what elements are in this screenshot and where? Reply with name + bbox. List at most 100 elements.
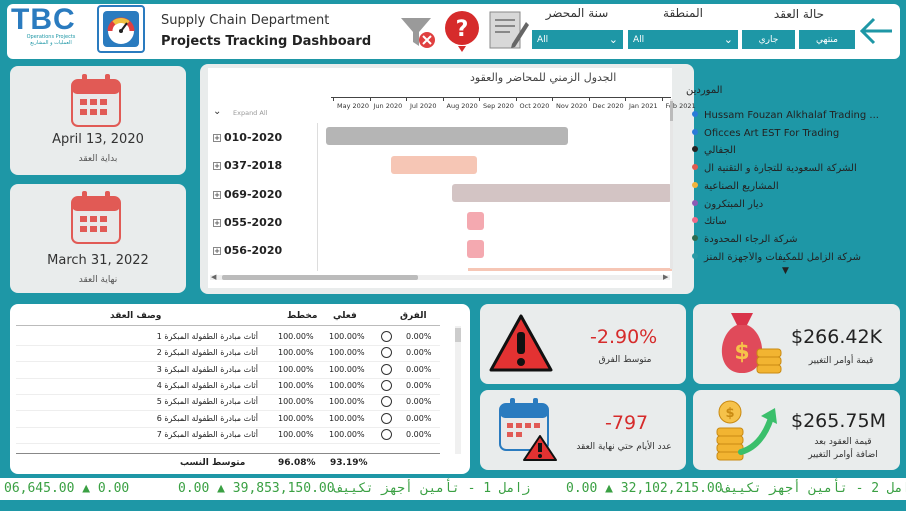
legend-item[interactable]: شركة الزامل للمكيفات والأجهزة المنز (692, 252, 886, 263)
ticker-item: زامل 1 - تأمين أجهز تكييف39,853,150.00 ▲… (178, 481, 531, 496)
col-header-desc[interactable]: وصف العقد (110, 311, 162, 321)
month-tick (588, 97, 590, 101)
cell-actual: 100.00% (329, 413, 365, 423)
legend-item[interactable]: الشركة السعودية للتجارة و التقنية ال (692, 163, 886, 174)
legend-label: Oficces Art EST For Trading (704, 127, 840, 139)
avg-diff-value: -2.90% (590, 326, 658, 348)
legend-label: الشركة السعودية للتجارة و التقنية ال (704, 163, 857, 175)
gantt-bar[interactable] (467, 240, 484, 258)
month-tick (625, 97, 626, 101)
ticker-item: 06,645.00 ▲ 0.00 (4, 481, 130, 496)
legend-item[interactable]: ساتك (692, 216, 886, 227)
legend-item[interactable]: Oficces Art EST For Trading (692, 128, 886, 139)
row-divider (16, 377, 440, 379)
calendar-icon (70, 72, 122, 128)
timeline-axis (331, 97, 671, 98)
cell-desc: أثاث مبادرة الطفولة المبكرة 1 (156, 332, 258, 341)
gantt-vscroll[interactable] (670, 99, 673, 269)
cell-diff: 0.00% (406, 364, 432, 374)
row-divider (16, 426, 440, 428)
year-filter-dropdown[interactable]: All ⌄ (531, 29, 624, 50)
cell-desc: أثاث مبادرة الطفولة المبكرة 2 (156, 348, 258, 358)
legend-label: المشاريع الصناعية (704, 180, 779, 192)
expand-all-link[interactable]: Expand All (233, 109, 268, 117)
legend-label: Hussam Fouzan Alkhalaf Trading ... (704, 110, 879, 121)
row-divider (16, 345, 440, 346)
cell-actual: 100.00% (329, 397, 365, 407)
start-date-card: April 13, 2020 بداية العقد (10, 66, 186, 175)
legend-item[interactable]: ديار المبتكرون (692, 199, 886, 210)
gantt-bar[interactable] (452, 184, 672, 202)
dashboard-title: Projects Tracking Dashboard (161, 34, 372, 49)
gantt-hscroll[interactable] (210, 275, 670, 280)
gantt-row-label[interactable]: +056-2020 (213, 244, 283, 257)
legend-dot-icon (692, 128, 698, 135)
cell-diff: 0.00% (406, 380, 432, 390)
gantt-vscroll-thumb[interactable] (670, 101, 673, 121)
gantt-bar[interactable] (391, 156, 477, 174)
legend-item[interactable]: الجفالي (692, 145, 886, 156)
cell-desc: أثاث مبادرة الطفولة المبكرة 7 (156, 429, 258, 439)
calendar-warning-icon (498, 396, 558, 466)
legend-more-icon[interactable]: ▼ (782, 266, 789, 276)
collapse-chevron-icon[interactable]: ⌄ (213, 106, 222, 117)
col-header-diff[interactable]: الفرق (400, 311, 427, 321)
legend-dot-icon (692, 234, 698, 241)
cell-diff: 0.00% (406, 413, 432, 423)
month-label: Jul 2020 (410, 102, 437, 110)
status-option-ongoing[interactable]: جاري (741, 29, 796, 50)
expand-row-icon[interactable]: + (213, 219, 221, 227)
gantt-row-label[interactable]: +010-2020 (213, 131, 283, 144)
gantt-bar[interactable] (467, 212, 484, 230)
gantt-hscroll-thumb[interactable] (222, 275, 418, 280)
status-filter-label: حالة العقد (773, 7, 825, 21)
cell-actual: 100.00% (329, 364, 365, 374)
status-circle-icon (381, 412, 392, 424)
table-vscroll-thumb[interactable] (455, 328, 461, 342)
year-filter-label: سنة المحضر (545, 6, 609, 20)
gantt-row-label[interactable]: +069-2020 (213, 188, 283, 201)
legend-dot-icon (692, 252, 698, 259)
region-filter-value: All (633, 35, 645, 45)
gantt-row-label[interactable]: +055-2020 (213, 216, 283, 229)
avg-diff-card: -2.90% متوسط الفرق (480, 304, 686, 384)
notes-icon[interactable] (488, 10, 530, 54)
row-divider (317, 123, 318, 271)
month-tick (479, 97, 480, 101)
logo-subtitle-ar: العمليات و المشاريع (30, 40, 72, 46)
cell-planned: 100.00% (278, 413, 314, 423)
gantt-row-label[interactable]: +037-2018 (213, 159, 283, 172)
svg-text:$: $ (725, 406, 734, 421)
gantt-bar[interactable] (326, 127, 568, 145)
legend-title: الموردين (686, 85, 723, 96)
row-divider (16, 393, 440, 395)
expand-row-icon[interactable]: + (213, 134, 221, 142)
legend-dot-icon (692, 146, 698, 153)
svg-text:?: ? (456, 17, 469, 42)
contracts-value-label-1: قيمة العقود بعد (814, 437, 872, 447)
legend-item[interactable]: شركة الرجاء المحدودة (692, 234, 886, 245)
coins-growth-icon: $ (711, 398, 783, 468)
filter-clear-icon[interactable] (399, 12, 439, 56)
col-header-actual[interactable]: فعلي (333, 311, 357, 321)
expand-row-icon[interactable]: + (213, 191, 221, 199)
expand-row-icon[interactable]: + (213, 162, 221, 170)
days-left-label: عدد الأيام حتي نهاية العقد (576, 442, 672, 452)
scroll-right-icon[interactable]: ▶ (663, 273, 669, 281)
month-tick (515, 97, 517, 101)
region-filter-dropdown[interactable]: All ⌄ (627, 29, 739, 50)
ticker-item: زامل 2 - تأمين أجهز تكييف32,102,215.00 ▲… (566, 481, 906, 496)
col-header-planned[interactable]: مخطط (287, 311, 318, 321)
cell-diff: 0.00% (406, 348, 432, 358)
expand-row-icon[interactable]: + (213, 247, 221, 255)
cell-diff: 0.00% (406, 397, 432, 407)
month-tick (406, 97, 407, 101)
status-option-finished[interactable]: منتهي (798, 29, 856, 50)
scroll-left-icon[interactable]: ◀ (211, 273, 217, 281)
table-vscroll[interactable] (455, 326, 461, 454)
help-icon[interactable]: ? (443, 10, 481, 56)
legend-item[interactable]: المشاريع الصناعية (692, 181, 886, 192)
logo-text: TBC (11, 3, 76, 36)
legend-item[interactable]: Hussam Fouzan Alkhalaf Trading ... (692, 110, 886, 121)
back-arrow-icon[interactable] (858, 12, 896, 54)
